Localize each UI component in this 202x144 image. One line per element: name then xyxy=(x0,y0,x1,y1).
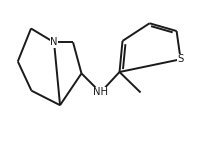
Text: S: S xyxy=(177,54,183,64)
Text: N: N xyxy=(50,37,58,47)
Text: NH: NH xyxy=(93,87,107,97)
